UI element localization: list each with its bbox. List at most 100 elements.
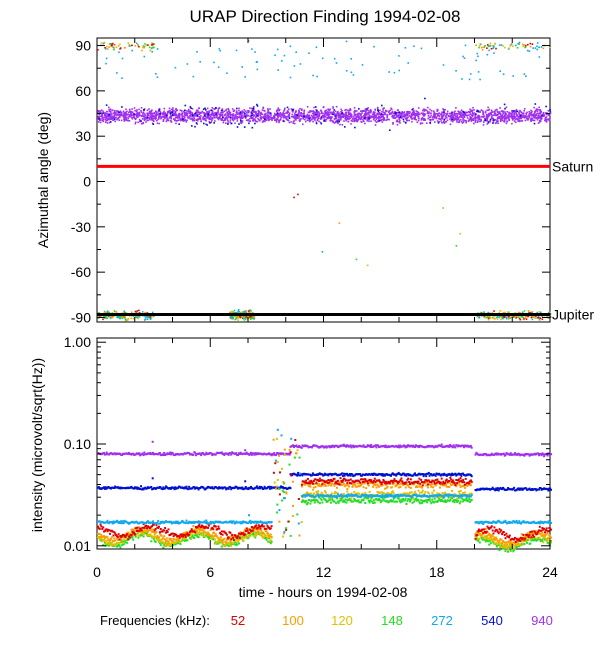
azimuth-point-940 [256, 120, 259, 123]
azimuth-point-940 [125, 114, 128, 116]
intensity-point-100 [354, 483, 356, 486]
azimuth-point-148 [142, 45, 145, 47]
intensity-point-120 [111, 543, 114, 546]
azimuth-point-272 [518, 41, 521, 44]
azimuth-point-940 [518, 113, 520, 116]
intensity-point-120 [330, 492, 333, 495]
azimuth-point-940 [246, 114, 249, 117]
intensity-point-148 [442, 497, 445, 499]
azimuth-point-940 [355, 116, 358, 118]
azimuth-point-52 [503, 316, 505, 318]
azimuth-point-940 [347, 111, 350, 114]
intensity-point-148 [309, 502, 312, 505]
intensity-point-148 [193, 537, 196, 540]
azimuth-point-940 [363, 113, 366, 115]
intensity-point-100 [99, 535, 102, 538]
azimuth-point-940 [350, 115, 353, 117]
intensity-point-100 [318, 483, 320, 486]
azimuth-point-940 [155, 114, 157, 117]
azimuth-point-540 [254, 122, 256, 125]
azimuth-point-940 [127, 113, 129, 116]
intensity-point-100 [207, 531, 209, 534]
azimuth-point-940 [276, 114, 279, 117]
intensity-point-148 [449, 499, 452, 501]
azimuth-point-540 [252, 109, 254, 112]
intensity-point-148 [428, 498, 431, 500]
azimuth-point-940 [425, 109, 427, 111]
intensity-point-100 [390, 486, 393, 489]
azimuth-point-940 [410, 115, 412, 117]
azimuth-point-148 [249, 309, 251, 311]
azimuth-point-940 [545, 116, 548, 118]
azimuth-point-940 [471, 111, 474, 113]
azimuth-point-940 [300, 112, 302, 114]
azimuth-point-940 [308, 116, 310, 119]
azimuth-point-940 [452, 114, 454, 116]
intensity-point-100 [372, 485, 375, 488]
azimuth-point-940 [477, 120, 479, 123]
azimuth-point-272 [536, 311, 538, 314]
azimuth-point-540 [113, 118, 116, 121]
azimuth-point-940 [472, 118, 474, 121]
azimuth-point-272 [277, 69, 279, 71]
azimuth-point-940 [385, 119, 387, 121]
azimuth-point-940 [367, 116, 369, 119]
intensity-point-148 [146, 532, 148, 535]
azimuth-point-940 [494, 119, 497, 121]
azimuth-point-120 [507, 47, 510, 50]
azimuth-point-940 [487, 113, 490, 116]
azimuth-point-940 [355, 118, 358, 121]
azimuth-point-940 [441, 117, 444, 119]
azimuth-point-940 [350, 113, 352, 116]
intensity-point-100 [121, 536, 124, 539]
azimuth-point-940 [511, 122, 513, 125]
intensity-point-148 [467, 500, 470, 503]
azimuth-point-940 [385, 110, 387, 113]
azimuth-point-940 [239, 118, 242, 121]
azimuth-point-940 [235, 112, 238, 114]
azimuth-point-272 [526, 49, 529, 52]
azimuth-point-940 [107, 118, 109, 120]
azimuth-point-940 [290, 121, 292, 123]
azimuth-point-940 [532, 115, 535, 118]
intensity-point-100 [174, 538, 177, 541]
azimuth-point-940 [199, 118, 202, 120]
azimuth-point-940 [258, 111, 260, 113]
azimuth-point-940 [111, 116, 113, 118]
azimuth-point-940 [382, 109, 384, 111]
azimuth-point-940 [545, 121, 548, 123]
azimuth-point-940 [184, 111, 186, 114]
azimuth-point-940 [340, 108, 342, 111]
azimuth-point-940 [101, 117, 103, 119]
intensity-point-148 [469, 500, 471, 503]
azimuth-point-540 [332, 113, 334, 116]
intensity-point-100 [110, 536, 113, 539]
azimuth-point-940 [524, 119, 527, 122]
intensity-point-148 [461, 497, 464, 500]
azimuth-point-940 [279, 114, 282, 116]
azimuth-point-940 [443, 114, 445, 117]
azimuth-point-940 [286, 110, 289, 113]
azimuth-point-940 [458, 111, 460, 113]
azimuth-point-940 [465, 119, 467, 122]
intensity-point-148 [390, 499, 393, 502]
intensity-point-100 [324, 484, 327, 487]
azimuth-point-940 [147, 114, 149, 116]
azimuth-point-940 [152, 115, 154, 118]
azimuth-point-940 [106, 122, 109, 124]
azimuth-point-148 [149, 46, 151, 49]
azimuth-point-940 [382, 107, 384, 110]
azimuth-point-940 [356, 120, 359, 123]
azimuth-point-940 [258, 112, 260, 114]
azimuth-point-940 [323, 118, 325, 120]
azimuth-point-940 [210, 113, 213, 115]
azimuth-point-540 [503, 103, 506, 106]
azimuth-point-148 [523, 310, 526, 312]
azimuth-point-940 [337, 122, 339, 125]
azimuth-point-940 [113, 111, 116, 114]
intensity-point-148 [154, 540, 157, 543]
azimuth-point-540 [172, 114, 174, 116]
azimuth-point-940 [436, 120, 439, 122]
azimuth-point-940 [260, 118, 262, 121]
azimuth-point-940 [379, 113, 382, 116]
